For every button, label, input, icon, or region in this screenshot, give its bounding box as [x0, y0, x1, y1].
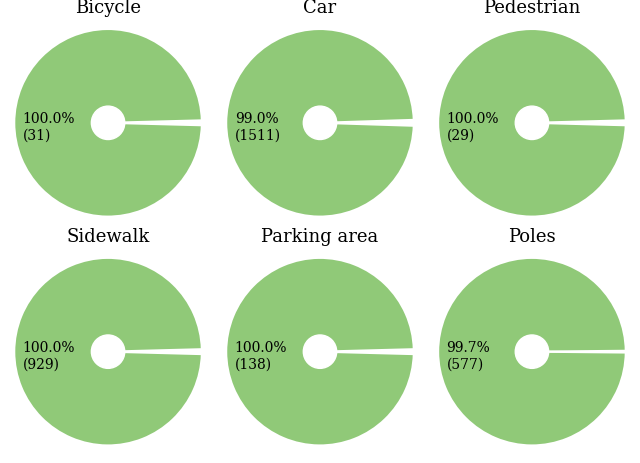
- Title: Poles: Poles: [508, 228, 556, 246]
- Wedge shape: [439, 30, 625, 216]
- Title: Pedestrian: Pedestrian: [483, 0, 580, 18]
- Wedge shape: [532, 351, 625, 352]
- Wedge shape: [227, 30, 413, 216]
- Circle shape: [92, 335, 125, 369]
- Circle shape: [515, 335, 548, 369]
- Wedge shape: [227, 259, 413, 444]
- Title: Parking area: Parking area: [261, 228, 379, 246]
- Wedge shape: [439, 259, 625, 444]
- Wedge shape: [15, 30, 201, 216]
- Title: Sidewalk: Sidewalk: [67, 228, 150, 246]
- Text: 100.0%
(929): 100.0% (929): [22, 341, 76, 371]
- Title: Bicycle: Bicycle: [75, 0, 141, 18]
- Circle shape: [92, 106, 125, 139]
- Title: Car: Car: [303, 0, 337, 18]
- Circle shape: [303, 106, 337, 139]
- Text: 99.7%
(577): 99.7% (577): [447, 341, 490, 371]
- Text: 99.0%
(1511): 99.0% (1511): [235, 113, 281, 143]
- Text: 100.0%
(138): 100.0% (138): [235, 341, 287, 371]
- Circle shape: [515, 106, 548, 139]
- Text: 100.0%
(31): 100.0% (31): [22, 113, 76, 143]
- Circle shape: [303, 335, 337, 369]
- Text: 100.0%
(29): 100.0% (29): [447, 113, 499, 143]
- Wedge shape: [320, 120, 413, 126]
- Wedge shape: [15, 259, 201, 444]
